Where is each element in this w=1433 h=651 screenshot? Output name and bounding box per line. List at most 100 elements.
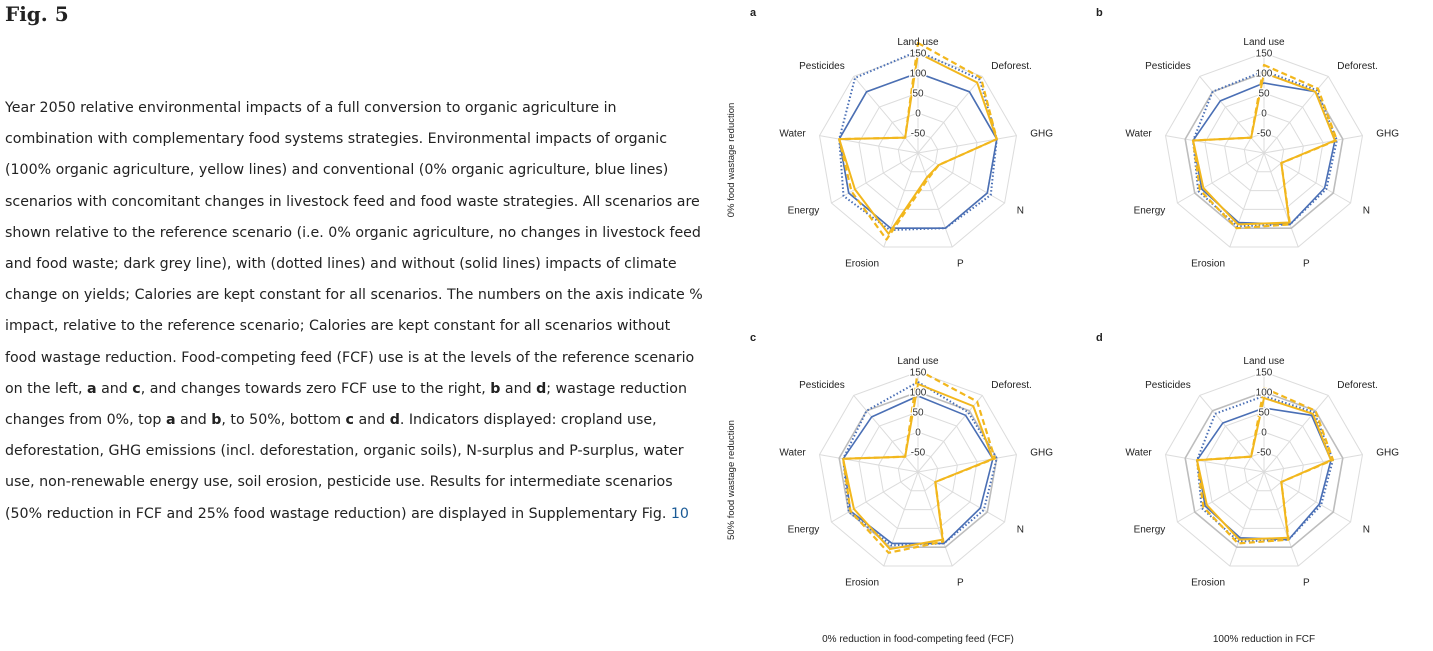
axis-label: N (1363, 206, 1370, 217)
caption-panel-ref: d (536, 380, 547, 397)
series-organic-dashed (1191, 63, 1338, 230)
caption-text: and (96, 380, 133, 397)
figure-title: Fig. 5 (5, 2, 69, 26)
axis-label: Erosion (845, 577, 879, 588)
grid-ring (818, 52, 1018, 248)
axis-spoke (917, 152, 953, 248)
caption-panel-ref: b (490, 380, 501, 397)
axis-spoke (1263, 471, 1299, 567)
axis-spoke (1199, 76, 1265, 154)
tick-label: 100 (910, 69, 927, 80)
axis-label: Energy (788, 206, 820, 217)
axis-label: N (1017, 525, 1024, 536)
grid-ring (1204, 92, 1324, 210)
axis-label: Water (1125, 448, 1152, 459)
axis-label: Deforest. (1337, 61, 1378, 72)
axis-label: Pesticides (1145, 380, 1191, 391)
axis-spoke (1165, 454, 1265, 473)
axis-spoke (1263, 471, 1351, 523)
axis-label: P (1303, 258, 1310, 269)
tick-label: 150 (910, 368, 927, 379)
supplementary-fig-link[interactable]: 10 (670, 505, 689, 522)
axis-label: Land use (897, 37, 939, 48)
grid-ring (897, 132, 939, 173)
axis-label: GHG (1030, 129, 1053, 140)
caption-text: and (175, 412, 212, 429)
caption-text: Year 2050 relative environmental impacts… (5, 100, 703, 397)
axis-label: GHG (1030, 448, 1053, 459)
axis-label: Water (779, 448, 806, 459)
tick-label: 100 (910, 388, 927, 399)
caption-panel-ref: a (165, 412, 176, 429)
grid-ring (1224, 112, 1304, 192)
caption-panel-ref: d (389, 412, 400, 429)
grid-ring (878, 431, 958, 511)
caption-panel-ref: b (211, 412, 222, 429)
axis-spoke (831, 152, 919, 204)
panel-label: b (1096, 7, 1103, 19)
caption-text: . Indicators displayed: cropland use, de… (5, 412, 684, 522)
axis-label: Pesticides (799, 380, 845, 391)
grid-ring (858, 92, 978, 210)
axis-label: Land use (1243, 356, 1285, 367)
tick-label: 50 (1258, 89, 1270, 100)
tick-label: 150 (910, 49, 927, 60)
axis-label: Pesticides (1145, 61, 1191, 72)
axis-spoke (819, 135, 919, 154)
caption-text: ; wastage reduction changes from 0%, top (5, 380, 687, 429)
row-label: 50% food wastage reduction (726, 420, 737, 540)
series-organic-solid (838, 52, 998, 235)
grid-ring (1243, 132, 1285, 173)
axis-label: Land use (1243, 37, 1285, 48)
axis-label: GHG (1376, 448, 1399, 459)
tick-label: -50 (1257, 448, 1272, 459)
tick-label: 50 (912, 89, 924, 100)
grid-ring (1164, 52, 1364, 248)
axis-label: Water (1125, 129, 1152, 140)
series-conventional-solid (838, 72, 998, 229)
axis-label: Land use (897, 356, 939, 367)
grid-ring (1224, 431, 1304, 511)
caption-text: and (500, 380, 537, 397)
axis-spoke (1263, 454, 1363, 473)
column-label: 100% reduction in FCF (1213, 634, 1315, 645)
axis-label: Energy (1134, 525, 1166, 536)
axis-label: Deforest. (1337, 380, 1378, 391)
grid-ring (897, 451, 939, 492)
axis-label: Deforest. (991, 61, 1032, 72)
tick-label: -50 (911, 448, 926, 459)
series-organic-dashed (1195, 386, 1335, 545)
tick-label: 50 (1258, 408, 1270, 419)
axis-spoke (1199, 395, 1265, 473)
series-organic-dashed (842, 368, 996, 554)
tick-label: 150 (1256, 368, 1273, 379)
axis-spoke (1263, 152, 1351, 204)
figure-caption: Year 2050 relative environmental impacts… (5, 93, 705, 530)
grid-ring (1243, 451, 1285, 492)
axis-spoke (1177, 471, 1265, 523)
tick-label: -50 (911, 129, 926, 140)
axis-spoke (1177, 152, 1265, 204)
series-organic-solid (1196, 397, 1332, 541)
axis-label: Deforest. (991, 380, 1032, 391)
caption-panel-ref: c (345, 412, 354, 429)
tick-label: -50 (1257, 129, 1272, 140)
axis-label: Energy (1134, 206, 1166, 217)
axis-spoke (917, 135, 1017, 154)
tick-label: 100 (1256, 388, 1273, 399)
axis-label: P (957, 258, 964, 269)
series-reference (1184, 391, 1344, 548)
axis-spoke (917, 471, 953, 567)
caption-text: and (353, 412, 390, 429)
axis-spoke (1263, 395, 1329, 473)
axis-spoke (831, 471, 919, 523)
grid-ring (818, 371, 1018, 567)
grid-ring (1164, 371, 1364, 567)
axis-label: P (957, 577, 964, 588)
radar-figure: -50 0 50 100 150 Land use Deforest. GHG N P Erosio… (722, 0, 1433, 651)
tick-label: 0 (1261, 109, 1267, 120)
